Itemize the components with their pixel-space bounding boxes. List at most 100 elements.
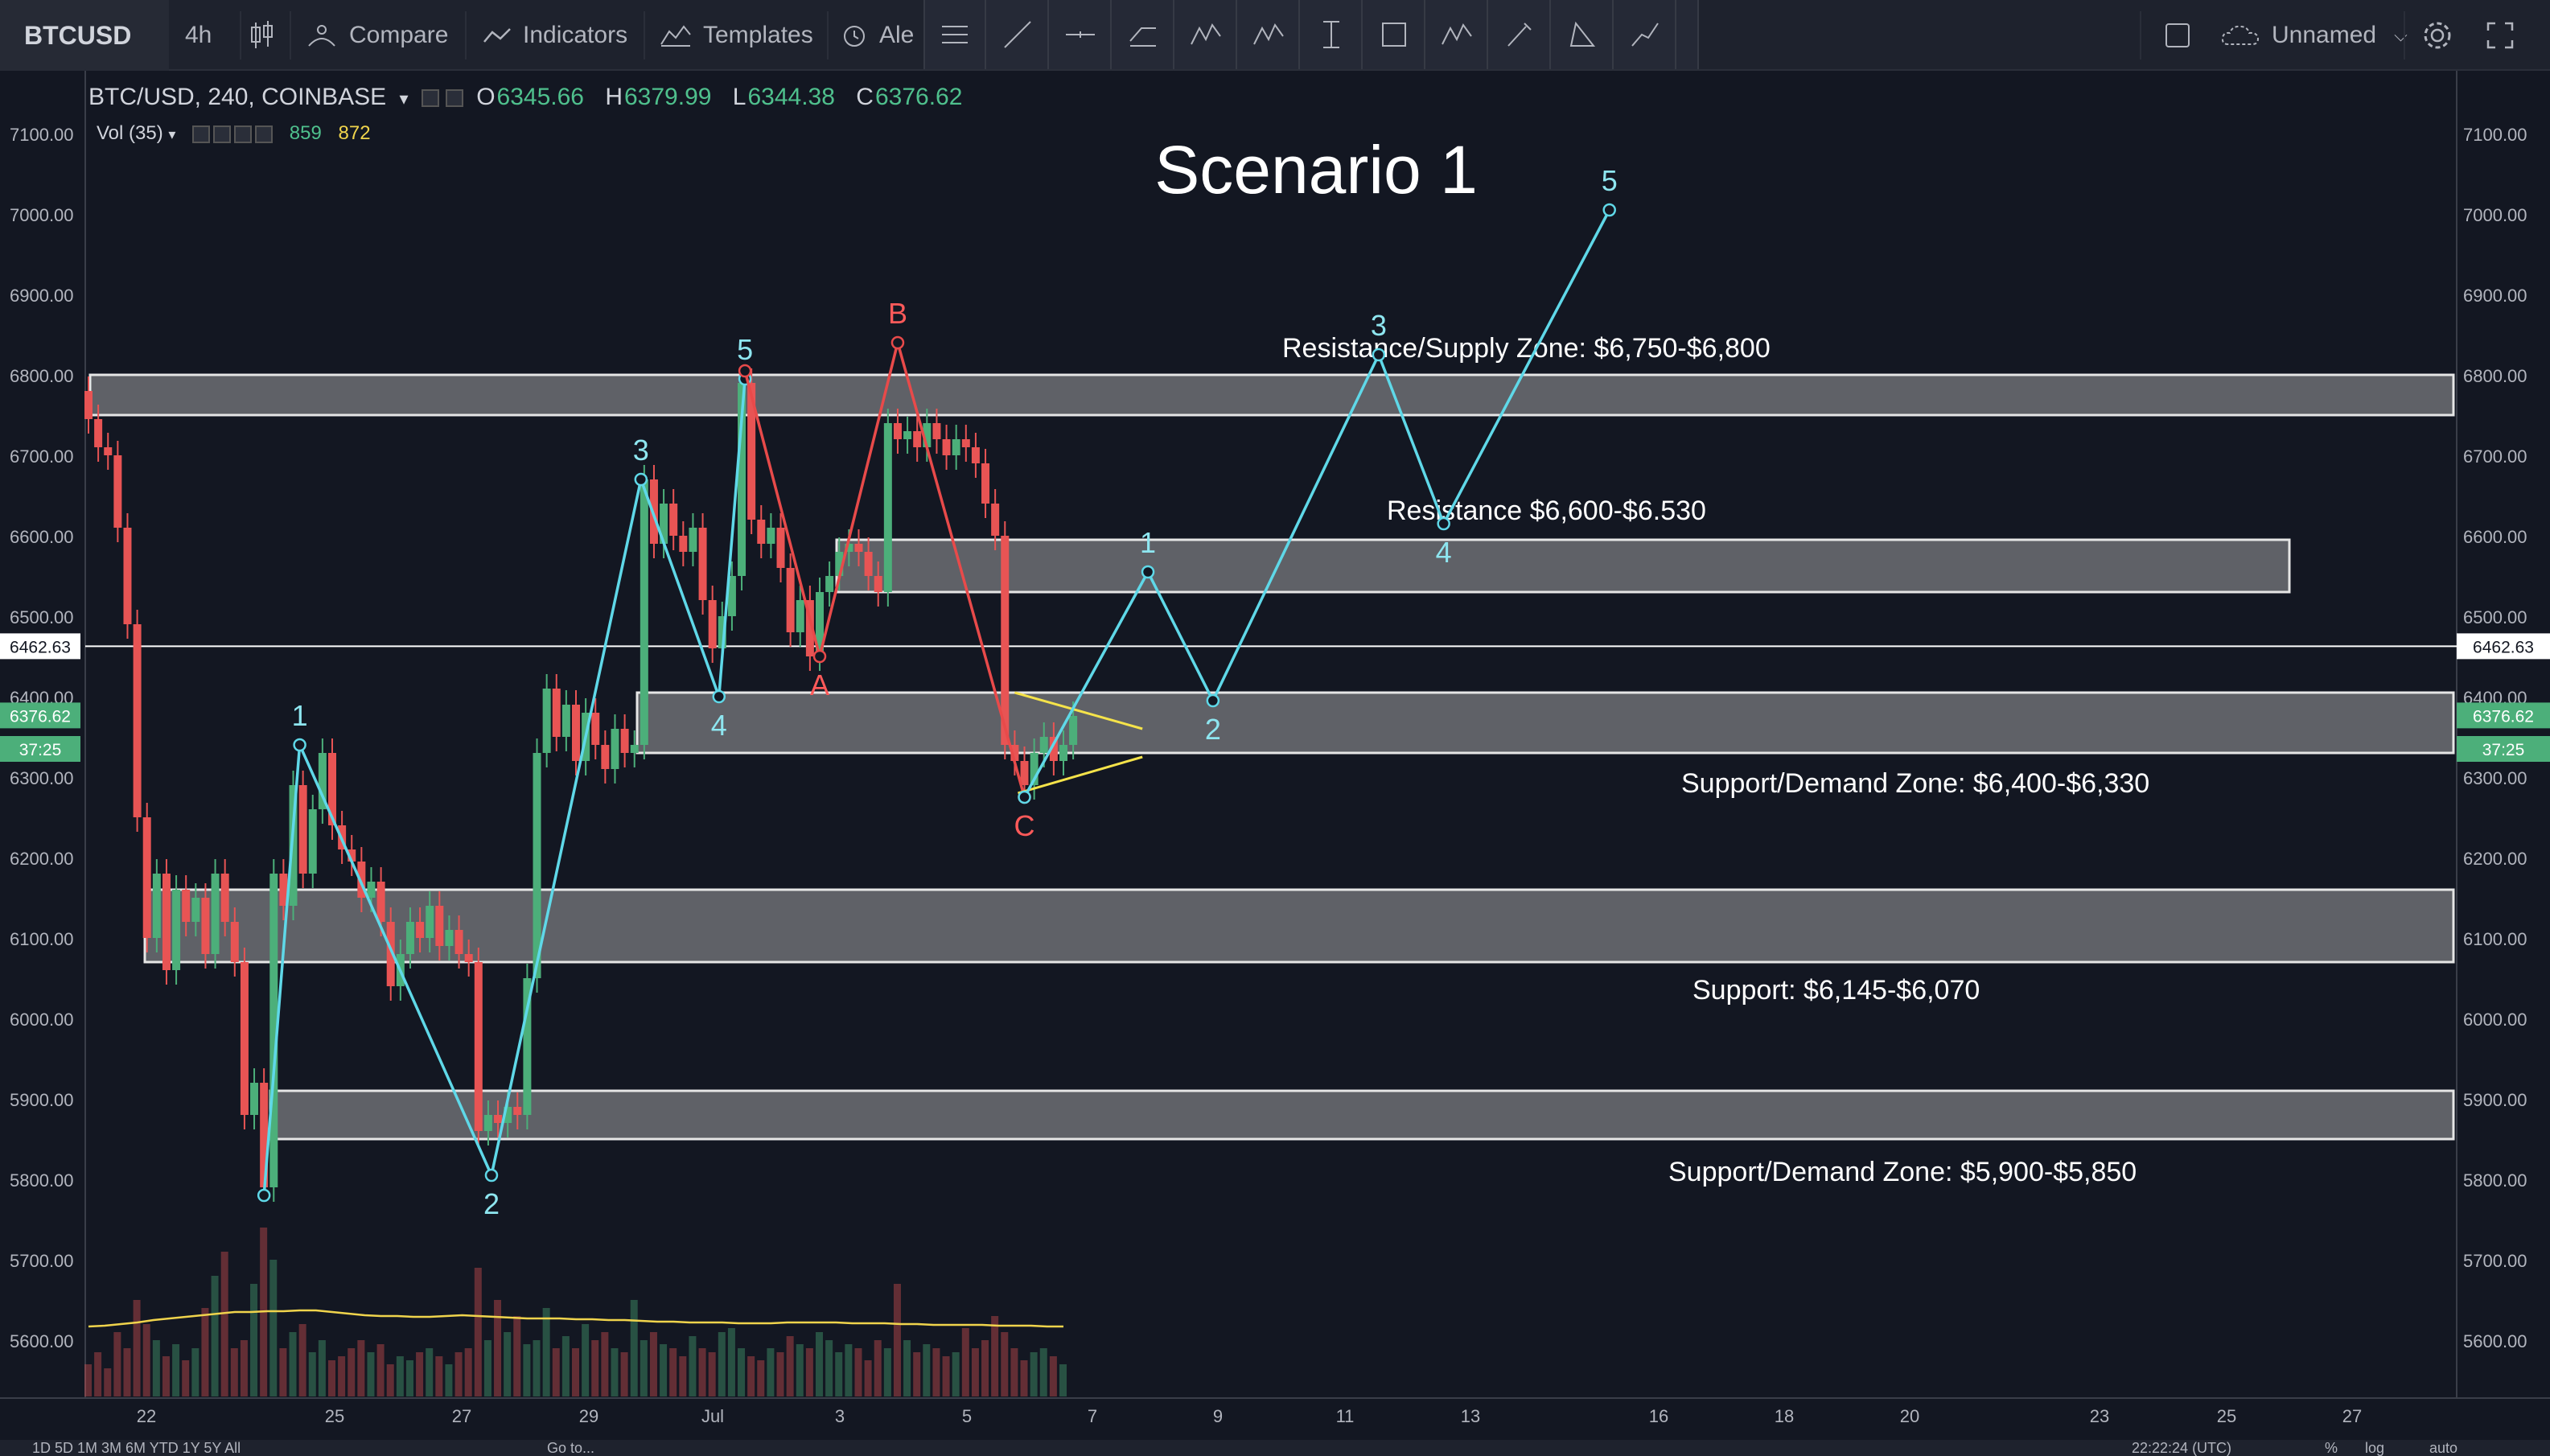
candle-body[interactable] xyxy=(523,978,532,1115)
eye-icon[interactable] xyxy=(421,89,439,108)
candle-body[interactable] xyxy=(1010,745,1019,761)
projected-wave-point[interactable] xyxy=(1018,790,1031,804)
candle-body[interactable] xyxy=(591,713,600,745)
candle-body[interactable] xyxy=(113,455,122,528)
templates-button[interactable]: Templates xyxy=(660,0,813,71)
candle-body[interactable] xyxy=(162,874,171,970)
trend-line-icon[interactable] xyxy=(988,0,1049,69)
elliott-wave-icon[interactable] xyxy=(1176,0,1237,69)
xabcd-pattern-icon[interactable] xyxy=(1427,0,1488,69)
candle-body[interactable] xyxy=(776,528,785,568)
candle-body[interactable] xyxy=(561,705,570,737)
candle-body[interactable] xyxy=(835,552,844,576)
abc-correction-line[interactable] xyxy=(743,337,1026,798)
candle-body[interactable] xyxy=(572,705,580,761)
candle-body[interactable] xyxy=(679,536,688,552)
candle-body[interactable] xyxy=(601,745,610,769)
candle-body[interactable] xyxy=(1059,745,1067,761)
goto-button[interactable]: Go to... xyxy=(547,1440,595,1456)
triangle-line[interactable] xyxy=(1014,691,1143,730)
interval-button[interactable]: 4h xyxy=(185,0,233,71)
candle-body[interactable] xyxy=(971,447,980,463)
projected-wave-point[interactable] xyxy=(1602,203,1616,217)
candle-body[interactable] xyxy=(142,817,151,938)
projected-wave-point[interactable] xyxy=(1206,693,1220,708)
candle-body[interactable] xyxy=(913,431,922,447)
candle-body[interactable] xyxy=(825,576,834,592)
layout-toggle-button[interactable] xyxy=(2164,0,2191,71)
candle-body[interactable] xyxy=(805,600,814,656)
candle-body[interactable] xyxy=(1069,716,1078,745)
candle-body[interactable] xyxy=(474,962,483,1131)
candle-body[interactable] xyxy=(952,439,960,455)
legend-dropdown-icon[interactable]: ▾ xyxy=(399,88,409,109)
candle-body[interactable] xyxy=(201,898,210,954)
candle-body[interactable] xyxy=(708,600,717,648)
price-zone[interactable] xyxy=(269,1089,2455,1141)
candle-body[interactable] xyxy=(1001,536,1010,745)
candle-body[interactable] xyxy=(552,689,561,737)
candle-body[interactable] xyxy=(182,890,191,922)
candle-body[interactable] xyxy=(1039,737,1048,753)
candle-body[interactable] xyxy=(1030,753,1039,785)
candle-body[interactable] xyxy=(961,439,970,447)
candle-body[interactable] xyxy=(669,504,678,536)
candle-body[interactable] xyxy=(942,439,951,455)
symbol-search-button[interactable]: BTCUSD xyxy=(0,0,169,71)
candle-body[interactable] xyxy=(786,568,795,632)
candle-body[interactable] xyxy=(504,1107,512,1123)
candle-body[interactable] xyxy=(240,962,249,1115)
price-zone[interactable] xyxy=(635,691,2455,755)
candle-body[interactable] xyxy=(416,922,425,938)
chevron-down-icon[interactable]: ▾ xyxy=(168,126,176,142)
candle-body[interactable] xyxy=(84,391,93,419)
candle-body[interactable] xyxy=(386,922,395,986)
candle-body[interactable] xyxy=(738,383,746,576)
triangle-line[interactable] xyxy=(1018,755,1143,795)
candle-body[interactable] xyxy=(542,689,551,753)
gear-icon[interactable] xyxy=(445,89,463,108)
candle-body[interactable] xyxy=(864,552,873,576)
abcde-pattern-icon[interactable] xyxy=(1239,0,1300,69)
candle-body[interactable] xyxy=(279,874,288,906)
candle-body[interactable] xyxy=(445,930,454,946)
candle-body[interactable] xyxy=(893,423,902,439)
candle-body[interactable] xyxy=(298,785,307,874)
projected-wave-point[interactable] xyxy=(1437,516,1450,531)
projected-wave-point[interactable] xyxy=(1372,348,1386,362)
candle-body[interactable] xyxy=(289,785,298,906)
candle-body[interactable] xyxy=(611,729,619,769)
triangle-icon[interactable] xyxy=(1553,0,1614,69)
candle-body[interactable] xyxy=(620,729,629,753)
candle-body[interactable] xyxy=(464,954,473,962)
plus-icon[interactable] xyxy=(234,125,253,143)
candle-body[interactable] xyxy=(376,882,385,922)
candle-body[interactable] xyxy=(494,1115,503,1123)
candle-body[interactable] xyxy=(357,862,366,898)
elliott-wave-point[interactable] xyxy=(257,1188,271,1203)
candle-body[interactable] xyxy=(932,423,941,439)
candle-body[interactable] xyxy=(640,479,648,745)
candle-body[interactable] xyxy=(250,1083,259,1115)
candle-body[interactable] xyxy=(874,576,882,592)
percent-toggle[interactable]: % xyxy=(2325,1440,2338,1456)
candle-body[interactable] xyxy=(796,600,804,632)
candle-body[interactable] xyxy=(211,874,220,954)
candle-body[interactable] xyxy=(854,544,863,552)
abc-correction-point[interactable] xyxy=(738,364,752,378)
log-toggle[interactable]: log xyxy=(2365,1440,2385,1456)
fib-retracement-icon[interactable] xyxy=(1302,0,1363,69)
brush-icon[interactable] xyxy=(1490,0,1551,69)
candle-body[interactable] xyxy=(94,419,103,447)
candle-body[interactable] xyxy=(747,383,756,520)
candle-body[interactable] xyxy=(405,922,414,954)
elliott-wave-point[interactable] xyxy=(712,689,726,704)
projected-wave-line[interactable] xyxy=(1022,209,1611,798)
candle-body[interactable] xyxy=(172,890,181,970)
plot-area[interactable] xyxy=(85,71,2457,1398)
candle-body[interactable] xyxy=(454,930,463,954)
candle-body[interactable] xyxy=(845,544,853,552)
layout-name-button[interactable]: Unnamed ⌵ xyxy=(2220,0,2408,71)
candle-body[interactable] xyxy=(533,753,541,978)
candle-body[interactable] xyxy=(123,528,132,624)
